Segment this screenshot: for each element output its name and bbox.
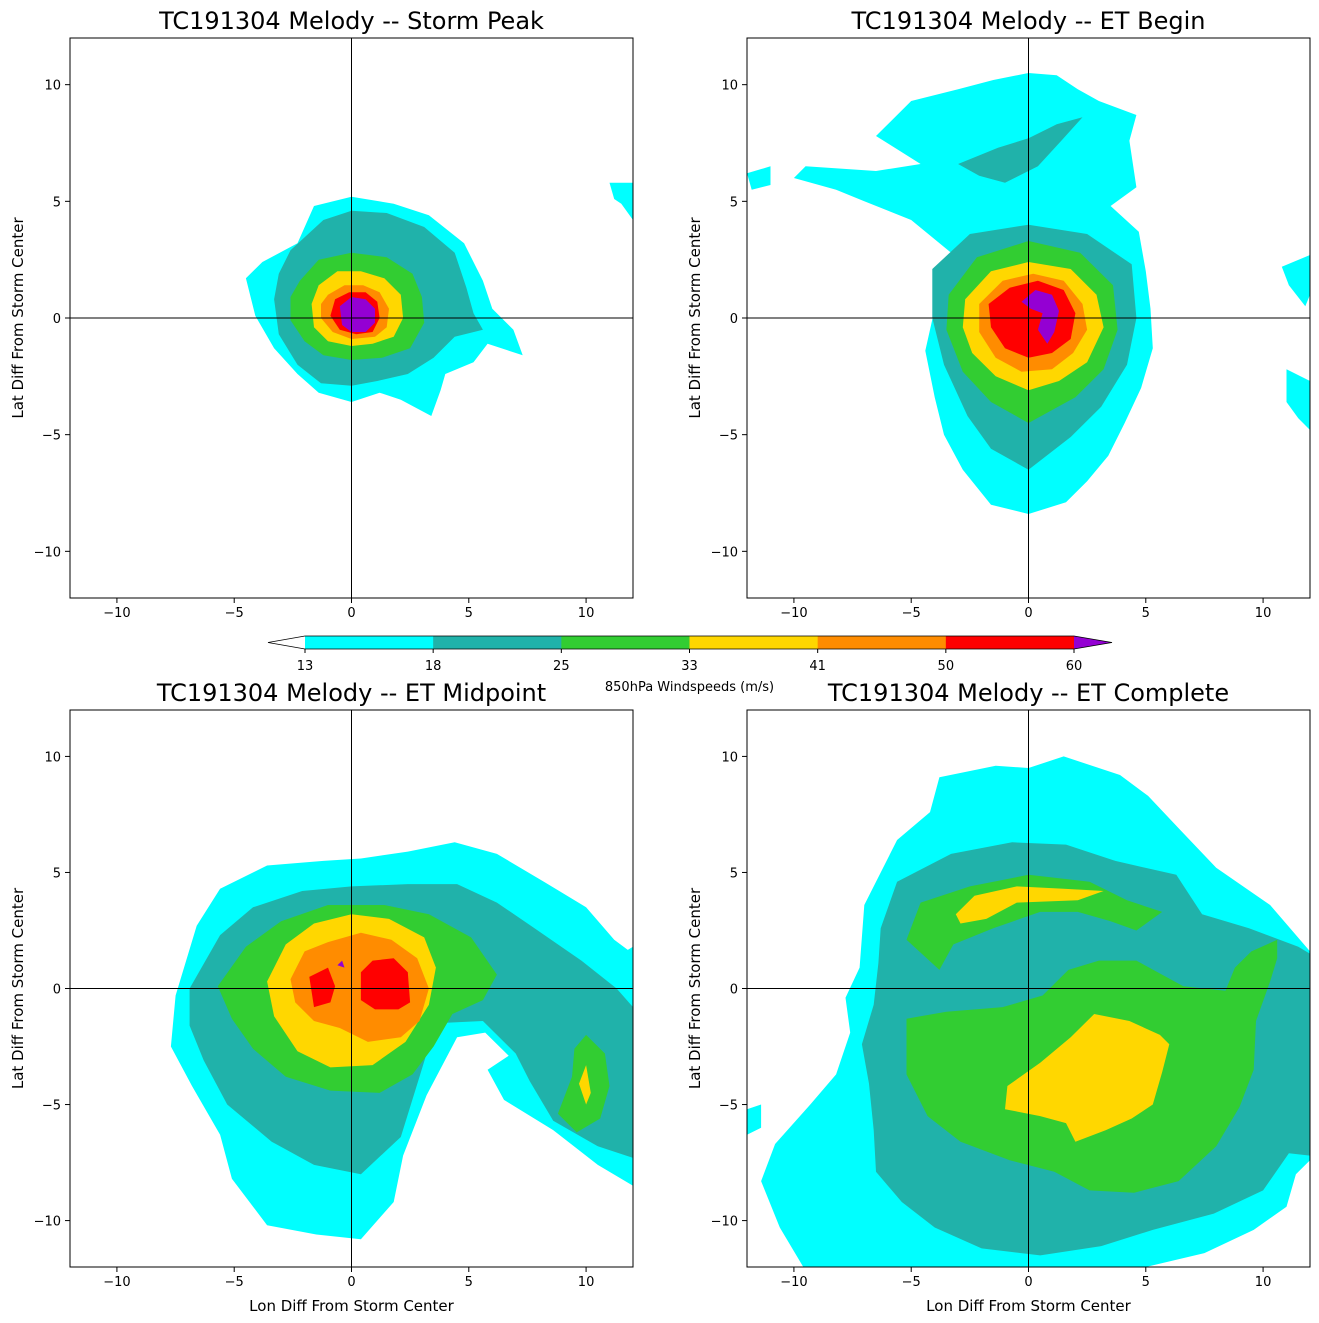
x-tick-label: −5 bbox=[902, 1275, 921, 1290]
colorbar-segment-50 bbox=[945, 636, 1075, 649]
colorbar-tick-label: 41 bbox=[809, 659, 826, 674]
x-tick-label: −10 bbox=[780, 1275, 807, 1290]
y-axis-label: Lat Diff From Storm Center bbox=[686, 217, 704, 419]
contour-fills bbox=[747, 756, 1310, 1267]
contour-region-13-3 bbox=[1286, 369, 1310, 430]
y-axis-label: Lat Diff From Storm Center bbox=[686, 887, 704, 1089]
y-tick-label: 5 bbox=[730, 866, 738, 881]
colorbar-segment-25 bbox=[561, 636, 690, 649]
x-tick-label: −5 bbox=[225, 1275, 244, 1290]
y-tick-label: −10 bbox=[34, 545, 61, 560]
x-tick-label: 0 bbox=[347, 1275, 355, 1290]
y-tick-label: −5 bbox=[42, 1099, 61, 1114]
contour-region-33-2 bbox=[1005, 1014, 1170, 1142]
colorbar: 13 18 25 33 41 50 60 850hPa Windspeeds (m/s) bbox=[267, 635, 1113, 695]
contour-panel-1: −10 −5 0 5 10 −10 −5 0 5 10 TC191304 Melody -- Sto… bbox=[9, 7, 634, 621]
x-axis-label: Lon Diff From Storm Center bbox=[926, 1297, 1131, 1315]
y-tick-label: 0 bbox=[53, 312, 61, 327]
contour-region-25-1 bbox=[906, 874, 1163, 970]
colorbar-tick-label: 60 bbox=[1066, 659, 1083, 674]
x-tick-label: −10 bbox=[103, 1275, 130, 1290]
y-tick-label: 0 bbox=[53, 983, 61, 998]
x-tick-label: 5 bbox=[1142, 1275, 1150, 1290]
panel-title: TC191304 Melody -- ET Complete bbox=[827, 679, 1229, 707]
x-tick-label: 0 bbox=[1024, 606, 1032, 621]
y-tick-label: 10 bbox=[721, 79, 738, 94]
contour-region-13-2 bbox=[609, 182, 633, 220]
contour-region-33-1 bbox=[955, 886, 1104, 924]
x-tick-label: −10 bbox=[103, 606, 130, 621]
x-tick-label: 5 bbox=[465, 606, 473, 621]
contour-region-13-2 bbox=[621, 946, 633, 977]
colorbar-extend-lower bbox=[268, 636, 305, 649]
contour-region-13-4 bbox=[747, 166, 771, 190]
x-tick-label: −5 bbox=[225, 606, 244, 621]
x-tick-label: −10 bbox=[780, 606, 807, 621]
x-tick-label: 0 bbox=[1024, 1275, 1032, 1290]
x-tick-label: 5 bbox=[1142, 606, 1150, 621]
contour-panel-2: −10 −5 0 5 10 −10 −5 0 5 10 TC191304 Melody -- ET … bbox=[686, 7, 1311, 621]
x-tick-label: 5 bbox=[465, 1275, 473, 1290]
y-tick-label: −10 bbox=[711, 545, 738, 560]
y-tick-label: −5 bbox=[42, 429, 61, 444]
colorbar-tick-label: 18 bbox=[425, 659, 442, 674]
x-axis-label: Lon Diff From Storm Center bbox=[249, 1297, 454, 1315]
y-tick-label: −5 bbox=[719, 429, 738, 444]
colorbar-tick-label: 25 bbox=[553, 659, 570, 674]
x-tick-label: 0 bbox=[347, 606, 355, 621]
y-axis-label: Lat Diff From Storm Center bbox=[9, 217, 27, 419]
colorbar-segment-41 bbox=[817, 636, 947, 649]
y-tick-label: −5 bbox=[719, 1099, 738, 1114]
x-tick-label: 10 bbox=[1255, 606, 1272, 621]
y-tick-label: −10 bbox=[711, 1215, 738, 1230]
contour-region-60-1 bbox=[339, 297, 375, 332]
y-tick-label: 5 bbox=[53, 195, 61, 210]
contour-panel-3: −10 −5 0 5 10 −10 −5 0 5 10 TC191304 Melody -- ET … bbox=[9, 679, 634, 1315]
y-tick-label: 5 bbox=[730, 195, 738, 210]
colorbar-extend-upper bbox=[1074, 636, 1112, 649]
contour-region-50-2 bbox=[360, 958, 411, 1010]
colorbar-tick-label: 50 bbox=[938, 659, 955, 674]
colorbar-tick-label: 13 bbox=[297, 659, 314, 674]
contour-fills bbox=[747, 73, 1310, 514]
colorbar-segment-18 bbox=[433, 636, 562, 649]
contour-fills bbox=[170, 842, 633, 1240]
panel-title: TC191304 Melody -- Storm Peak bbox=[158, 7, 544, 35]
x-tick-label: 10 bbox=[1255, 1275, 1272, 1290]
contour-region-33-2 bbox=[579, 1065, 591, 1105]
contour-region-13-2 bbox=[1281, 255, 1310, 307]
colorbar-segment-13 bbox=[305, 636, 434, 649]
contour-region-13-2 bbox=[747, 1104, 762, 1135]
contour-region-18-2 bbox=[958, 117, 1083, 183]
y-tick-label: 10 bbox=[44, 79, 61, 94]
x-tick-label: −5 bbox=[902, 606, 921, 621]
colorbar-tick-label: 33 bbox=[681, 659, 698, 674]
y-tick-label: 5 bbox=[53, 866, 61, 881]
contour-region-60-1 bbox=[1021, 290, 1059, 344]
colorbar-segment-33 bbox=[689, 636, 819, 649]
contour-panel-4: −10 −5 0 5 10 −10 −5 0 5 10 TC191304 Melody -- ET … bbox=[686, 679, 1311, 1315]
y-axis-label: Lat Diff From Storm Center bbox=[9, 887, 27, 1089]
y-tick-label: 0 bbox=[730, 983, 738, 998]
y-tick-label: −10 bbox=[34, 1215, 61, 1230]
x-tick-label: 10 bbox=[578, 606, 595, 621]
contour-region-50-1 bbox=[309, 967, 336, 1008]
panel-title: TC191304 Melody -- ET Midpoint bbox=[156, 679, 546, 707]
x-tick-label: 10 bbox=[578, 1275, 595, 1290]
panel-title: TC191304 Melody -- ET Begin bbox=[851, 7, 1206, 35]
contour-fills bbox=[245, 182, 633, 416]
y-tick-label: 10 bbox=[721, 750, 738, 765]
colorbar-label: 850hPa Windspeeds (m/s) bbox=[605, 680, 774, 695]
contour-region-60-1 bbox=[337, 960, 345, 968]
y-tick-label: 0 bbox=[730, 312, 738, 327]
y-tick-label: 10 bbox=[44, 750, 61, 765]
